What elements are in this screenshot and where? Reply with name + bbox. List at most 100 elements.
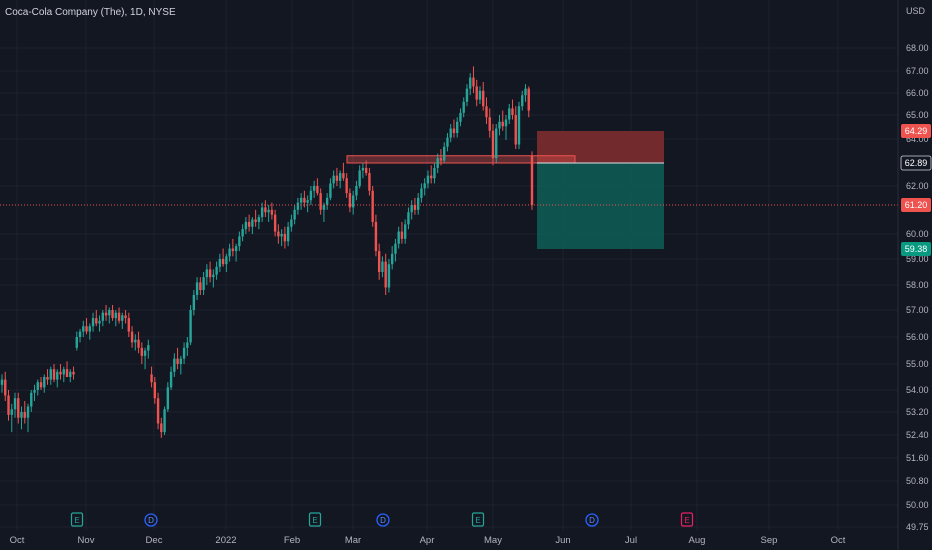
earnings-event-icon — [308, 512, 322, 527]
candle-body — [65, 369, 69, 377]
time-tick-label: Jul — [625, 535, 637, 546]
candle-body — [205, 269, 209, 278]
candle-body — [283, 234, 287, 242]
candle-body — [46, 377, 49, 380]
price-tick-label: 66.00 — [906, 88, 929, 98]
candle-body — [20, 412, 23, 418]
candle-body — [351, 195, 355, 208]
candle-body — [218, 259, 222, 267]
candle-body — [114, 312, 118, 319]
candle-body — [488, 117, 491, 131]
price-tick-label: 51.60 — [906, 453, 929, 463]
candle-body — [215, 266, 218, 275]
candle-body — [329, 183, 332, 198]
candle-body — [166, 387, 170, 410]
candle-body — [524, 88, 527, 96]
candle-body — [267, 209, 270, 213]
candle-body — [59, 371, 62, 375]
price-tick-label: 59.00 — [906, 254, 929, 264]
candle-body — [299, 197, 303, 203]
candle-body — [446, 137, 449, 147]
candle-body — [368, 173, 371, 191]
candle-body — [364, 167, 368, 174]
candle-body — [452, 128, 456, 134]
candle-body — [472, 77, 475, 87]
candle-body — [306, 200, 309, 203]
candle-body — [251, 219, 254, 227]
price-tick-label: 50.80 — [906, 476, 929, 486]
candle-body — [238, 236, 241, 247]
candle-body — [338, 173, 342, 181]
price-tick-label: 65.00 — [906, 110, 929, 120]
time-axis[interactable]: Oct Nov Dec 2022 Feb Mar Apr May Jun Jul Aug Sep Oct — [10, 535, 846, 546]
candle-body — [498, 121, 501, 129]
drawing-layer[interactable] — [346, 131, 664, 249]
candle-body — [231, 248, 235, 252]
candle-body — [221, 259, 225, 265]
candle-body — [39, 382, 43, 388]
candle-body — [478, 90, 482, 100]
time-tick-label: May — [484, 535, 502, 546]
price-axis[interactable]: 68.00 67.00 66.00 65.00 64.00 62.00 60.00 59.00… — [906, 43, 929, 532]
time-tick-label: Dec — [146, 535, 163, 546]
currency-label: USD — [906, 6, 926, 16]
candle-body — [511, 108, 514, 115]
candle-body — [495, 128, 498, 159]
candle-body — [69, 371, 72, 377]
candle-body — [390, 253, 394, 265]
candle-body — [384, 261, 387, 288]
candle-body — [316, 186, 319, 194]
candle-body — [130, 331, 134, 343]
candle-body — [202, 277, 205, 290]
candle-body — [173, 358, 176, 372]
candle-body — [33, 390, 36, 393]
candle-body — [163, 409, 166, 433]
price-tick-label: 56.00 — [906, 332, 929, 342]
candle-body — [88, 326, 91, 332]
candle-body — [26, 406, 30, 418]
candle-body — [140, 347, 144, 356]
candle-body — [150, 374, 153, 383]
candle-body — [459, 112, 462, 122]
candle-body — [439, 158, 443, 161]
candle-body — [98, 320, 101, 324]
candle-body — [137, 339, 140, 348]
price-tick-label: 68.00 — [906, 43, 929, 53]
candle-body — [192, 295, 196, 310]
candle-body — [85, 326, 88, 332]
price-tick-label: 55.00 — [906, 359, 929, 369]
event-letter: D — [148, 516, 154, 525]
candle-body — [377, 251, 381, 272]
candle-body — [7, 395, 10, 415]
candle-body — [335, 175, 339, 181]
candle-body — [280, 234, 283, 237]
candle-body — [273, 214, 277, 232]
candle-body — [426, 175, 430, 184]
candle-body — [124, 315, 127, 319]
candle-body — [153, 382, 157, 399]
event-letter: D — [589, 516, 595, 525]
candle-body — [491, 130, 495, 159]
candle-body — [169, 371, 173, 388]
candle-body — [469, 77, 472, 89]
candle-body — [381, 261, 384, 272]
candle-body — [244, 221, 248, 230]
price-badge-label: 62.89 — [905, 158, 928, 168]
earnings-event-icon — [680, 512, 694, 527]
candle-body — [413, 205, 417, 210]
price-badge-last — [901, 198, 931, 212]
candle-body — [420, 188, 423, 198]
earnings-event-icon — [471, 512, 485, 527]
candle-body — [530, 155, 534, 205]
candles — [0, 66, 534, 438]
price-tick-label: 67.00 — [906, 66, 929, 76]
candle-body — [52, 369, 56, 380]
candle-body — [400, 231, 404, 239]
stop-loss-zone — [537, 131, 664, 163]
candle-body — [176, 358, 179, 364]
time-tick-label: 2022 — [215, 535, 236, 546]
dividend-event-icon — [144, 513, 158, 527]
candle-body — [319, 193, 322, 210]
